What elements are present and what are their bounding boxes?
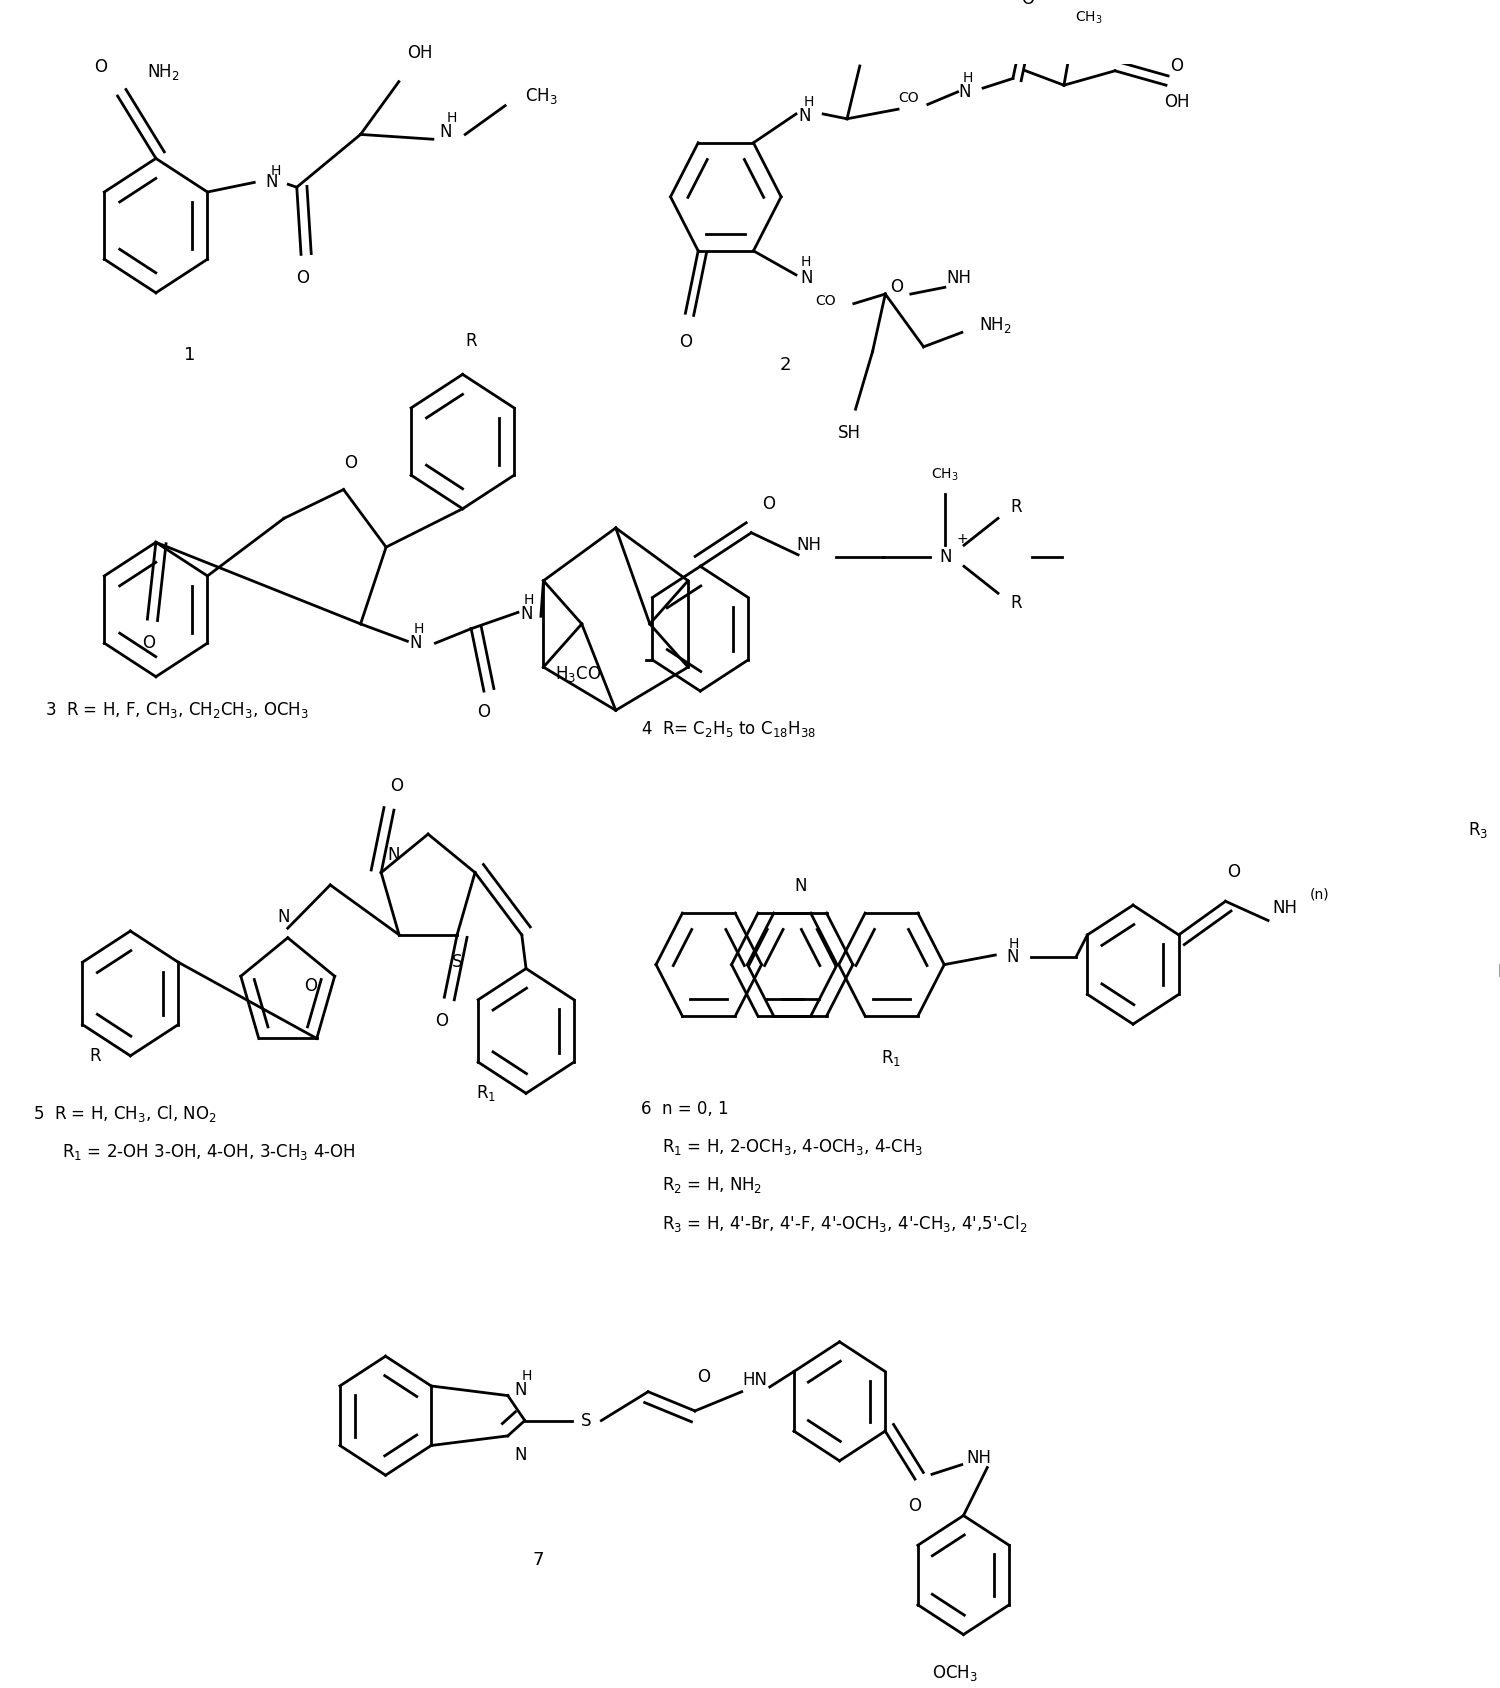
Text: N: N [266, 174, 278, 191]
Text: N: N [1007, 949, 1019, 966]
Text: R: R [1011, 594, 1023, 611]
Text: 5  R = H, CH$_3$, Cl, NO$_2$: 5 R = H, CH$_3$, Cl, NO$_2$ [33, 1102, 216, 1124]
Text: N: N [278, 908, 290, 925]
Text: R$_1$ = 2-OH 3-OH, 4-OH, 3-CH$_3$ 4-OH: R$_1$ = 2-OH 3-OH, 4-OH, 3-CH$_3$ 4-OH [63, 1141, 355, 1161]
Text: H: H [522, 1369, 531, 1384]
Text: N: N [387, 846, 400, 864]
Text: R: R [88, 1047, 101, 1065]
Text: NH: NH [796, 537, 822, 554]
Text: O: O [304, 977, 318, 994]
Text: O: O [435, 1013, 448, 1030]
Text: N: N [440, 123, 452, 140]
Text: O: O [1022, 0, 1034, 8]
Text: R$_3$ = H, 4'-Br, 4'-F, 4'-OCH$_3$, 4'-CH$_3$, 4',5'-Cl$_2$: R$_3$ = H, 4'-Br, 4'-F, 4'-OCH$_3$, 4'-C… [662, 1214, 1028, 1234]
Text: N: N [520, 606, 532, 623]
Text: R$_2$: R$_2$ [1497, 962, 1500, 982]
Text: NH$_2$: NH$_2$ [980, 314, 1011, 334]
Text: O: O [94, 59, 106, 76]
Text: N: N [798, 106, 810, 125]
Text: OH: OH [408, 44, 434, 62]
Text: R: R [465, 333, 477, 349]
Text: CH$_3$: CH$_3$ [932, 468, 958, 483]
Text: S: S [452, 952, 462, 971]
Text: 4  R= C$_2$H$_5$ to C$_{18}$H$_{38}$: 4 R= C$_2$H$_5$ to C$_{18}$H$_{38}$ [640, 719, 816, 739]
Text: O: O [762, 495, 776, 513]
Text: H: H [270, 164, 280, 177]
Text: H$_3$CO: H$_3$CO [555, 665, 602, 684]
Text: NH$_2$: NH$_2$ [147, 62, 180, 83]
Text: CO: CO [816, 294, 836, 307]
Text: N: N [410, 635, 422, 652]
Text: H: H [963, 71, 974, 86]
Text: 3  R = H, F, CH$_3$, CH$_2$CH$_3$, OCH$_3$: 3 R = H, F, CH$_3$, CH$_2$CH$_3$, OCH$_3… [45, 701, 309, 721]
Text: N: N [939, 547, 951, 565]
Text: N: N [794, 878, 807, 895]
Text: R$_1$ = H, 2-OCH$_3$, 4-OCH$_3$, 4-CH$_3$: R$_1$ = H, 2-OCH$_3$, 4-OCH$_3$, 4-CH$_3… [662, 1138, 924, 1156]
Text: CH$_3$: CH$_3$ [1076, 10, 1102, 27]
Text: HN: HN [742, 1371, 766, 1389]
Text: O: O [296, 270, 309, 287]
Text: CH$_3$: CH$_3$ [525, 86, 558, 106]
Text: NH: NH [966, 1448, 992, 1467]
Text: NH: NH [1272, 900, 1298, 917]
Text: SH: SH [839, 424, 861, 442]
Text: H: H [801, 255, 812, 270]
Text: O: O [1170, 57, 1184, 74]
Text: H: H [524, 592, 534, 608]
Text: CO: CO [898, 91, 918, 105]
Text: O: O [142, 635, 156, 652]
Text: R$_1$: R$_1$ [476, 1084, 496, 1104]
Text: N: N [800, 268, 813, 287]
Text: NH: NH [946, 268, 972, 287]
Text: O: O [909, 1497, 921, 1514]
Text: H: H [413, 621, 423, 636]
Text: H: H [804, 96, 814, 110]
Text: N: N [514, 1381, 526, 1399]
Text: +: + [957, 532, 968, 547]
Text: R: R [1011, 498, 1023, 517]
Text: 7: 7 [532, 1551, 544, 1568]
Text: N: N [958, 83, 970, 101]
Text: OH: OH [1164, 93, 1190, 110]
Text: 1: 1 [184, 346, 195, 365]
Text: H: H [447, 111, 458, 125]
Text: (n): (n) [1310, 888, 1329, 901]
Text: O: O [477, 704, 490, 721]
Text: R$_1$: R$_1$ [882, 1048, 902, 1069]
Text: 6  n = 0, 1: 6 n = 0, 1 [640, 1099, 729, 1117]
Text: N: N [514, 1447, 526, 1463]
Text: R$_2$ = H, NH$_2$: R$_2$ = H, NH$_2$ [662, 1175, 762, 1195]
Text: O: O [1227, 864, 1240, 881]
Text: H: H [1010, 937, 1019, 950]
Text: 2: 2 [780, 356, 790, 373]
Text: OCH$_3$: OCH$_3$ [932, 1663, 978, 1683]
Text: O: O [890, 279, 903, 297]
Text: O: O [344, 454, 357, 471]
Text: O: O [680, 333, 692, 351]
Text: O: O [698, 1369, 709, 1386]
Text: O: O [390, 776, 404, 795]
Text: R$_3$: R$_3$ [1468, 820, 1488, 841]
Text: S: S [580, 1411, 591, 1430]
